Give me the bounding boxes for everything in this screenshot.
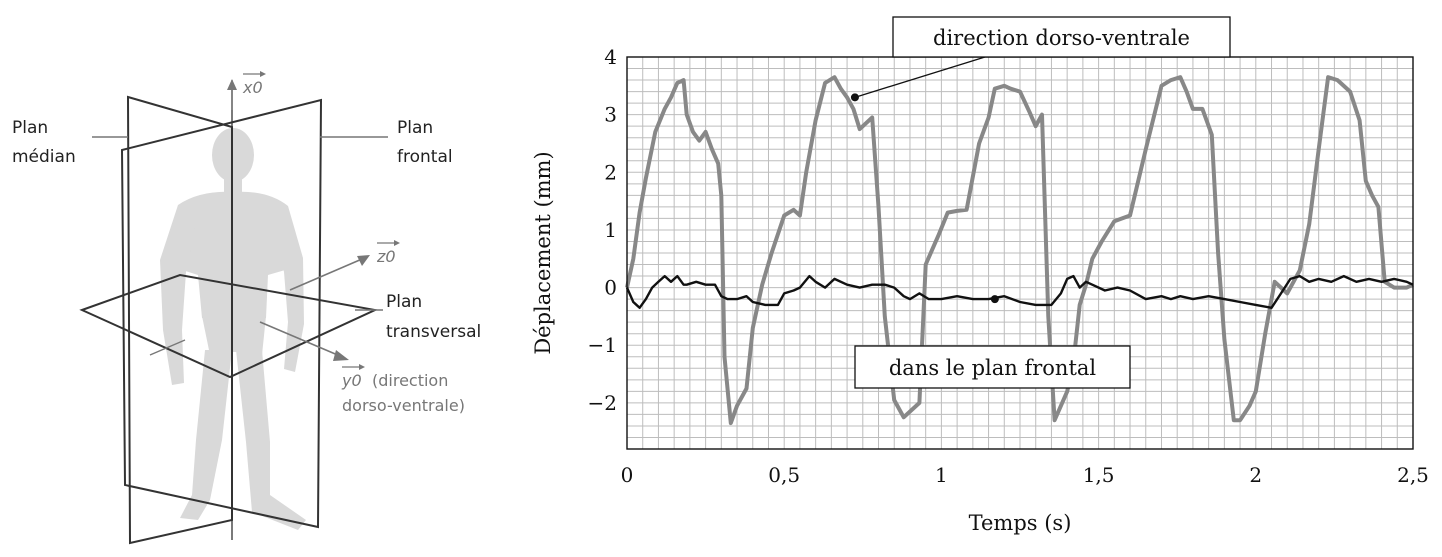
y-tick-label: 4 <box>604 45 617 69</box>
annotation-plan-frontal: dans le plan frontal <box>854 295 1131 389</box>
displacement-chart: 0 0,5 1 1,5 2 2,5 −2 −1 0 1 2 3 4 Temps (s) Déplacem… <box>531 16 1429 535</box>
plan-median-label-2: médian <box>12 147 76 167</box>
y-tick-label: 0 <box>604 276 617 300</box>
annotation-plan-frontal-dot <box>990 295 999 304</box>
y-axis-title: Déplacement (mm) <box>531 151 555 354</box>
x-tick-label: 2 <box>1249 463 1262 487</box>
x0-axis-label: x0 <box>242 71 266 97</box>
y-tick-label: 1 <box>604 218 617 242</box>
svg-text:x0: x0 <box>242 78 263 97</box>
y-tick-label: 2 <box>604 160 617 184</box>
y0-note-label-1: (direction <box>372 371 448 390</box>
chart-series <box>625 75 1414 426</box>
annotation-dorso-ventrale: direction dorso-ventrale <box>850 16 1231 102</box>
y0-axis-label: y0 <box>341 364 365 390</box>
plan-transversal-label-1: Plan <box>386 292 422 312</box>
annotation-dorso-ventrale-dot <box>850 93 859 102</box>
x-tick-label: 0,5 <box>768 463 800 487</box>
y0-note-label-2: dorso-ventrale) <box>342 396 465 415</box>
x-tick-label: 1 <box>935 463 948 487</box>
anatomical-planes-diagram: x0 z0 y0 Plan médian Plan frontal Plan t… <box>12 71 481 545</box>
y-tick-label: −1 <box>588 333 617 357</box>
plan-transversal-label-2: transversal <box>386 322 481 342</box>
y0-axis-arrow <box>259 321 349 361</box>
svg-text:z0: z0 <box>376 247 396 266</box>
z0-axis-arrow <box>289 255 370 291</box>
human-figure <box>160 128 306 530</box>
y-tick-label: −2 <box>588 391 617 415</box>
x-tick-label: 2,5 <box>1397 463 1429 487</box>
plan-median-label-1: Plan <box>12 118 48 138</box>
y-tick-label: 3 <box>604 103 617 127</box>
plan-frontal-label-2: frontal <box>397 147 453 167</box>
plan-frontal-label-1: Plan <box>397 118 433 138</box>
chart-ticks: 0 0,5 1 1,5 2 2,5 −2 −1 0 1 2 3 4 <box>588 45 1429 487</box>
y0-axis-back <box>149 339 186 356</box>
x-tick-label: 1,5 <box>1083 463 1115 487</box>
x0-axis-arrow <box>227 79 237 110</box>
annotation-dorso-ventrale-text: direction dorso-ventrale <box>933 26 1190 50</box>
annotation-plan-frontal-text: dans le plan frontal <box>889 356 1097 380</box>
series-line-plan-frontal <box>625 274 1414 309</box>
x-axis-title: Temps (s) <box>969 511 1072 535</box>
svg-text:y0: y0 <box>341 371 362 390</box>
z0-axis-label: z0 <box>376 240 400 266</box>
frontal-plane <box>120 98 323 529</box>
x-tick-label: 0 <box>621 463 634 487</box>
